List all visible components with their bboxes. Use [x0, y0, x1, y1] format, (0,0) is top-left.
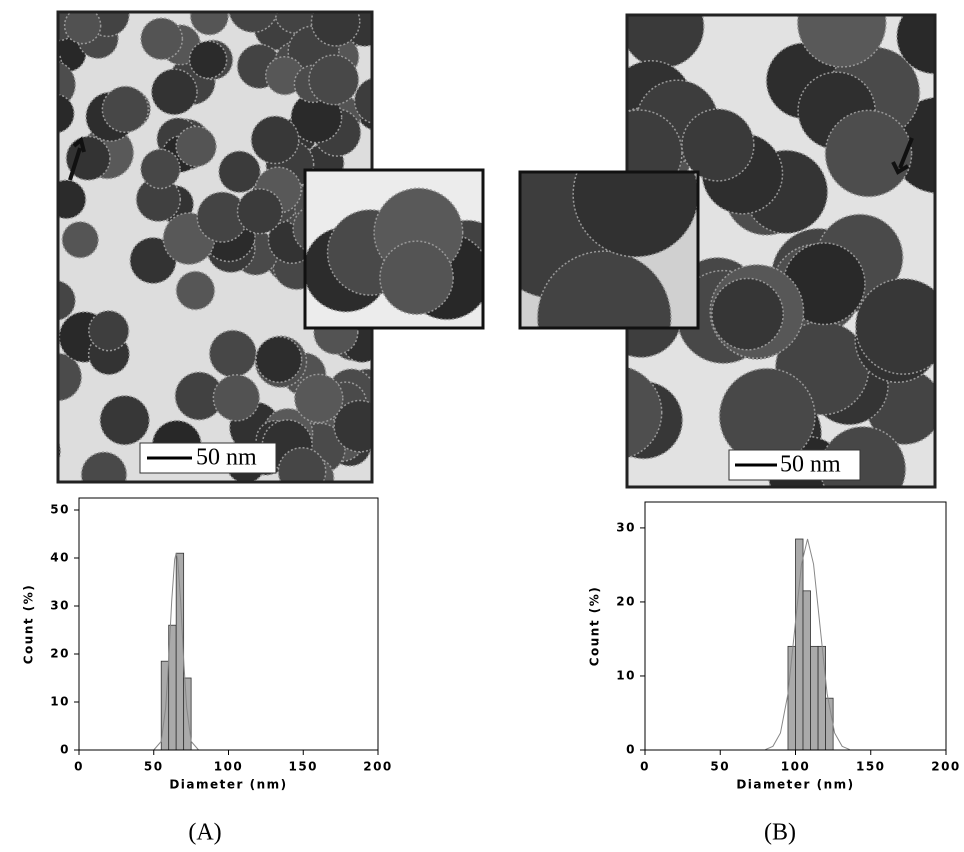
x-axis-label: Diameter (nm) [169, 778, 287, 792]
scale-bar-label: 50 nm [780, 452, 841, 478]
y-tick-label: 40 [50, 551, 70, 565]
particle [99, 394, 150, 446]
x-tick-label: 50 [710, 760, 730, 774]
particle [536, 250, 672, 328]
particle [140, 17, 184, 61]
particle [681, 108, 755, 182]
bar [802, 590, 811, 751]
plot-frame [78, 497, 379, 751]
arrow [68, 136, 86, 181]
particle [824, 109, 913, 198]
particle [228, 12, 278, 34]
y-tick-label: 20 [50, 647, 70, 661]
particle [854, 277, 935, 375]
particle [782, 242, 866, 326]
y-tick-label: 20 [616, 594, 636, 608]
arrow [891, 137, 914, 175]
particle [896, 15, 935, 75]
particle [175, 125, 217, 168]
bar [810, 645, 819, 751]
particle [308, 54, 360, 106]
x-tick-label: 0 [74, 760, 84, 774]
bar [175, 552, 185, 751]
inset-a [305, 170, 483, 328]
fit-curve [153, 553, 199, 751]
particle [208, 329, 257, 378]
particle [88, 310, 130, 352]
inset-b [520, 172, 698, 328]
y-axis-label: Count (%) [588, 586, 602, 667]
x-tick-label: 100 [781, 760, 811, 774]
particle [277, 446, 327, 482]
particle [58, 93, 75, 134]
particle [58, 280, 76, 321]
particle [188, 40, 228, 80]
particle [65, 135, 111, 181]
particle [250, 115, 300, 165]
particle [58, 179, 87, 220]
y-tick-label: 50 [50, 503, 70, 517]
particle [101, 85, 150, 133]
x-tick-label: 50 [144, 760, 164, 774]
x-tick-label: 150 [856, 760, 886, 774]
y-tick-label: 30 [616, 520, 636, 534]
particle [796, 15, 887, 68]
particle [627, 366, 663, 459]
x-tick-label: 100 [214, 760, 244, 774]
particle [293, 373, 344, 424]
particle [379, 240, 454, 316]
particle [58, 51, 63, 78]
particle [61, 220, 100, 259]
inset-frame [303, 168, 485, 330]
particle [140, 148, 181, 190]
x-tick-label: 200 [363, 760, 393, 774]
particle [333, 399, 372, 453]
particle [572, 172, 698, 258]
particle [255, 335, 303, 384]
particle [212, 374, 261, 422]
particle [290, 91, 343, 144]
y-tick-label: 30 [50, 599, 70, 613]
x-tick-label: 150 [288, 760, 318, 774]
x-tick-label: 0 [640, 760, 650, 774]
particle [150, 68, 198, 116]
scale-bar-label: 50 nm [196, 445, 257, 471]
particle [310, 12, 361, 47]
y-tick-label: 10 [50, 695, 70, 709]
particle [175, 270, 216, 311]
particle [80, 451, 128, 482]
particle [718, 367, 816, 465]
y-axis-label: Count (%) [22, 584, 36, 665]
particle [218, 150, 261, 194]
particle [236, 188, 283, 235]
panel-label: (B) [764, 820, 796, 846]
particle [58, 440, 62, 463]
panel-label: (A) [188, 820, 221, 846]
particle [711, 277, 784, 351]
particle [58, 352, 83, 402]
x-axis-label: Diameter (nm) [736, 778, 854, 792]
bar [795, 538, 804, 751]
particle [135, 176, 182, 223]
particle [353, 77, 372, 124]
y-tick-label: 0 [626, 743, 636, 757]
y-tick-label: 0 [60, 743, 70, 757]
x-tick-label: 200 [931, 760, 961, 774]
inset-frame [518, 170, 700, 330]
bar [817, 645, 827, 751]
particle [63, 12, 102, 45]
particle [189, 12, 230, 36]
y-tick-label: 10 [616, 668, 636, 682]
fit-curve [765, 538, 850, 751]
